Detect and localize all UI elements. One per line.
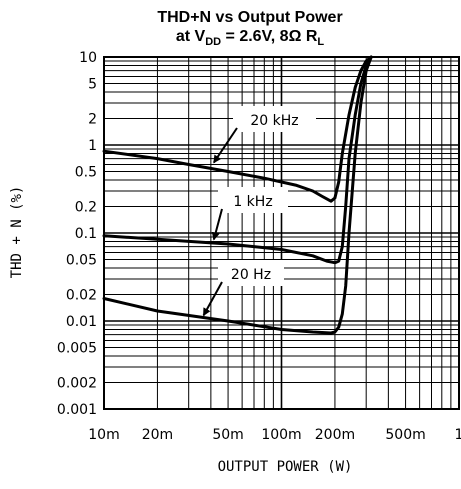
y-tick-label: 10 — [79, 50, 97, 66]
tick-label-layer: 10 5 2 1 0.5 0.2 0.1 0.05 0.02 0.01 0.005 0.002 0.00… — [57, 50, 461, 443]
annotation-layer: 20 kHz 1 kHz 20 Hz — [202, 106, 316, 317]
plot-frame — [103, 56, 460, 410]
x-tick-label: 20m — [142, 427, 173, 443]
y-tick-label: 1 — [88, 138, 97, 154]
y-tick-label: 0.2 — [75, 200, 97, 216]
x-tick-label: 1 — [455, 427, 461, 443]
y-tick-label: 0.01 — [66, 314, 97, 330]
x-tick-label: 100m — [261, 427, 301, 443]
curve-label: 20 Hz — [231, 267, 271, 283]
y-tick-label: 0.005 — [57, 340, 97, 356]
y-tick-label: 0.05 — [66, 252, 97, 268]
series-20-hz-line — [102, 55, 373, 335]
chart-title-line1: THD+N vs Output Power — [157, 9, 342, 26]
x-tick-label: 50m — [212, 427, 243, 443]
chart-title-line2: at VDD = 2.6V, 8Ω RL — [176, 28, 325, 48]
grid-layer — [104, 57, 459, 409]
y-tick-label: 0.001 — [57, 402, 97, 418]
x-axis-label: OUTPUT POWER (W) — [218, 459, 353, 475]
y-tick-label: 0.002 — [57, 376, 97, 392]
curve-label-box — [218, 260, 284, 286]
curve-label-arrow — [213, 127, 238, 164]
curve-label: 1 kHz — [233, 194, 272, 210]
curve-label-arrow — [211, 208, 223, 241]
curve-label: 20 kHz — [250, 113, 298, 129]
y-axis-label: THD + N (%) — [9, 186, 25, 279]
y-tick-label: 0.02 — [66, 288, 97, 304]
x-tick-label: 500m — [385, 427, 425, 443]
x-tick-label: 200m — [315, 427, 355, 443]
curve-label-box — [233, 106, 316, 132]
series-layer — [102, 55, 373, 335]
y-tick-label: 2 — [88, 112, 97, 128]
series-1-khz-line — [102, 55, 373, 265]
curve-label-box — [218, 187, 288, 213]
y-tick-label: 5 — [88, 76, 97, 92]
y-tick-label: 0.5 — [75, 164, 97, 180]
curve-label-arrow — [202, 281, 223, 317]
x-tick-label: 10m — [88, 427, 119, 443]
series-20-khz-line — [102, 55, 373, 203]
y-tick-label: 0.1 — [75, 226, 97, 242]
